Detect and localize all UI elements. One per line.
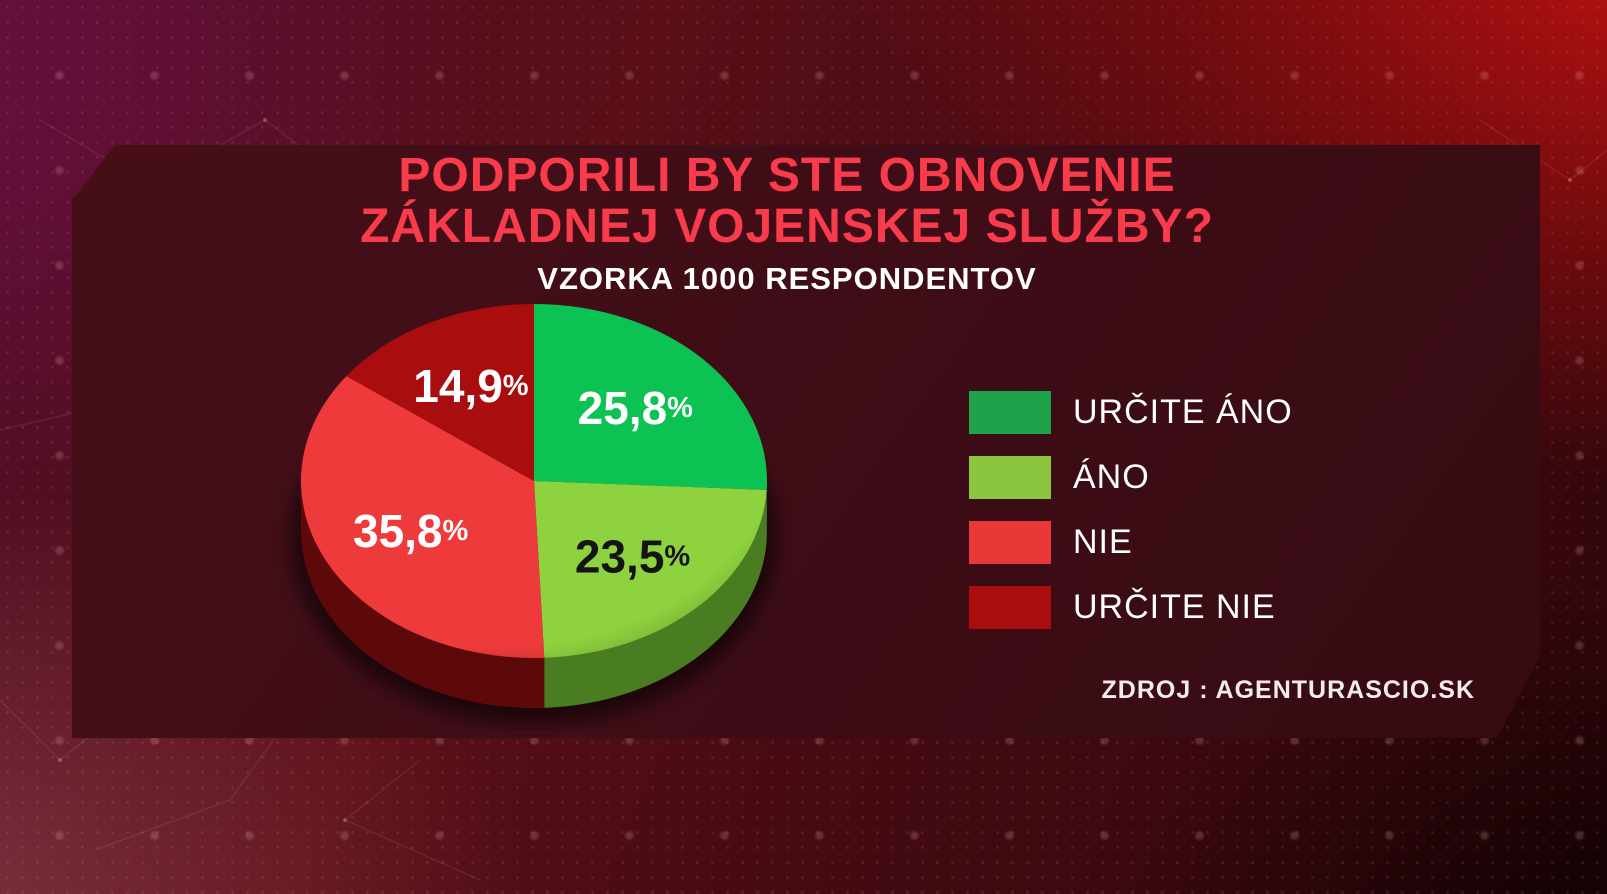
- legend-label-urcite-ano: URČITE ÁNO: [1073, 393, 1293, 431]
- legend-label-ano: ÁNO: [1073, 458, 1150, 496]
- pie-slice-side: [544, 489, 767, 708]
- pie-slice-label: 25,8%: [578, 382, 694, 434]
- pie-slice-label: 35,8%: [353, 505, 469, 557]
- legend-swatch-ano: [969, 456, 1051, 499]
- legend-item-nie: NIE: [969, 521, 1293, 564]
- pie-rim-shading: [301, 304, 767, 658]
- pie-slice-label: 14,9%: [413, 360, 529, 412]
- chart-subtitle: VZORKA 1000 RESPONDENTOV: [537, 261, 1037, 296]
- chart-title: PODPORILI BY STE OBNOVENIE ZÁKLADNEJ VOJ…: [72, 150, 1502, 252]
- legend-item-urcite-ano: URČITE ÁNO: [969, 391, 1293, 434]
- legend-swatch-urcite-nie: [969, 586, 1051, 629]
- legend-label-nie: NIE: [1073, 523, 1133, 561]
- legend-swatch-urcite-ano: [969, 391, 1051, 434]
- chart-title-line1: PODPORILI BY STE OBNOVENIE: [398, 149, 1176, 202]
- chart-title-line2: ZÁKLADNEJ VOJENSKEJ SLUŽBY?: [360, 200, 1214, 253]
- pie-chart: 25,8% 23,5% 35,8% 14,9%: [260, 280, 840, 730]
- pie-svg: 25,8% 23,5% 35,8% 14,9%: [291, 304, 777, 724]
- pie-legend: URČITE ÁNO ÁNO NIE URČITE NIE: [969, 391, 1293, 651]
- pie-slice-label: 23,5%: [575, 530, 691, 582]
- source-credit: ZDROJ : AGENTURASCIO.SK: [1101, 676, 1475, 704]
- legend-label-urcite-nie: URČITE NIE: [1073, 588, 1276, 626]
- legend-item-ano: ÁNO: [969, 456, 1293, 499]
- legend-swatch-nie: [969, 521, 1051, 564]
- legend-item-urcite-nie: URČITE NIE: [969, 586, 1293, 629]
- pie-slice-side: [301, 481, 545, 708]
